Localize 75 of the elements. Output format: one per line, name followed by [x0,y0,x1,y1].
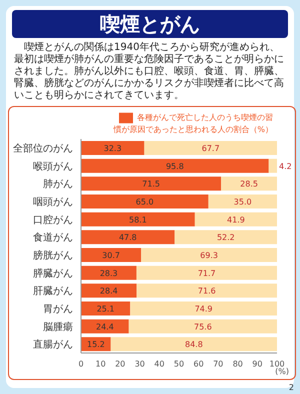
bar [128,319,277,334]
y-tick-label: 肺がん [43,178,73,190]
x-tick-label: 100 [269,360,285,369]
bar [110,337,277,352]
x-tick-label: 0 [78,360,84,369]
data-label: 28.4 [100,286,118,296]
data-label: 67.7 [202,144,220,153]
bar [144,141,277,155]
chart-subtitle: 喫煙とがんの関係は1940年代ころから研究が進められ、最初は喫煙が肺がんの重要な危険因子であることが明らかにされました。肺がん以外にも口腔、喉頭、食道、胃、膵臓、腎臓、膀胱などのがんにかかるリスクが非喫煙者に比べて高いことも明らかにされてきています。 [14,42,285,102]
x-axis-title: (%) [275,367,289,376]
data-label: 47.8 [118,233,137,242]
y-tick-label: 肝臓がん [33,285,73,298]
data-label: 35.0 [234,198,252,206]
data-label: 75.6 [194,322,212,332]
bar [81,284,137,298]
data-label: 28.3 [100,268,118,278]
y-tick-label: 口腔がん [33,214,73,226]
legend-label: 各種がんで死亡した人のうち喫煙の習慣が原因であったと思われる人の割合（%） [113,113,273,134]
bar [81,266,136,280]
bar [81,230,175,244]
data-label: 25.1 [96,304,115,314]
bar [174,230,277,244]
y-tick-label: 胃がん [43,304,73,315]
data-label: 15.2 [86,340,105,350]
data-label: 28.5 [240,180,258,189]
bar [81,248,142,262]
bar [130,302,277,316]
x-tick-label: 20 [115,360,126,369]
data-label: 30.7 [102,251,120,260]
y-tick-label: 脳腫瘍 [43,320,73,333]
bar [208,194,277,208]
data-label: 71.6 [198,286,216,296]
x-tick-label: 30 [134,360,145,369]
bar [81,194,208,208]
bar [81,212,195,226]
x-tick-label: 50 [174,360,184,369]
data-label: 58.1 [129,215,147,224]
x-tick-label: 80 [232,360,243,369]
y-tick-label: 膵臓がん [33,267,73,280]
x-tick-label: 70 [213,360,224,369]
data-label: 24.4 [96,322,114,332]
data-label: 52.2 [216,233,235,242]
bar [221,176,277,191]
y-tick-label: 喉頭がん [33,161,73,172]
bar [81,302,130,316]
x-tick-label: 40 [154,360,164,369]
data-label: 41.9 [227,215,245,224]
bar [81,176,222,191]
y-tick-label: 咽頭がん [33,196,73,208]
data-label: 69.3 [200,251,218,260]
data-label: 32.3 [104,144,122,153]
bar [81,158,269,173]
x-tick-label: 60 [194,360,204,369]
x-tick-label: 10 [96,360,106,369]
y-tick-label: 食道がん [33,232,73,244]
bar [268,158,277,173]
bar [194,212,277,226]
y-tick-label: 直腸がん [33,338,73,351]
bar [81,141,144,155]
data-label: 71.7 [198,268,216,278]
y-tick-label: 膀胱がん [33,249,73,262]
bar [81,319,129,334]
chart-title: 喫煙とがん [12,10,288,38]
bar [141,248,277,262]
data-label: 65.0 [136,198,154,206]
y-tick-label: 全部位のがん [13,142,73,154]
data-label: 4.2 [279,162,292,171]
bar [136,266,277,280]
text: 2 [288,383,294,392]
data-label: 95.8 [166,162,184,171]
data-label: 71.5 [142,180,160,189]
bar [136,284,277,298]
data-label: 74.9 [194,304,213,314]
x-tick-label: 90 [252,360,262,369]
data-label: 84.8 [184,340,203,350]
